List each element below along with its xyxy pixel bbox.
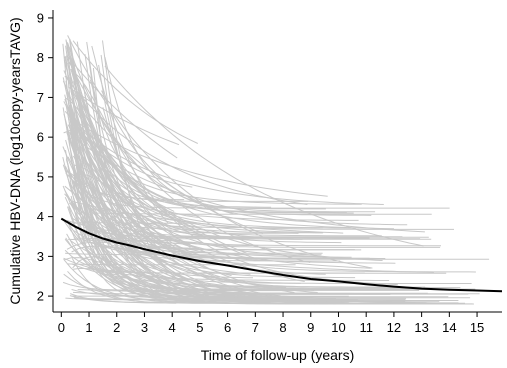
individual-trajectory-line <box>70 293 382 304</box>
individual-trajectory-line <box>69 202 298 259</box>
individual-trajectory-line <box>72 132 420 291</box>
y-tick-label: 2 <box>37 289 44 304</box>
x-tick-label: 2 <box>113 320 120 335</box>
y-tick-label: 3 <box>37 249 44 264</box>
individual-trajectory-line <box>67 42 408 226</box>
individual-trajectory-line <box>67 124 318 293</box>
individual-trajectory-line <box>87 267 365 274</box>
individual-trajectory-line <box>71 164 322 258</box>
x-tick-label: 10 <box>331 320 345 335</box>
individual-trajectory-line <box>67 58 311 263</box>
x-tick-label: 13 <box>414 320 428 335</box>
y-tick-label: 9 <box>37 10 44 25</box>
individual-trajectory-line <box>63 113 182 266</box>
individual-trajectory-line <box>72 73 469 295</box>
individual-trajectory-line <box>71 123 391 295</box>
x-tick-label: 7 <box>252 320 259 335</box>
x-tick-label: 3 <box>141 320 148 335</box>
individual-trajectory-line <box>71 127 232 277</box>
x-axis-title: Time of follow-up (years) <box>201 347 355 363</box>
individual-trajectory-line <box>71 118 328 197</box>
individual-trajectory-line <box>69 39 320 303</box>
individual-trajectory-line <box>71 217 294 239</box>
mean-trajectory-line <box>60 217 503 293</box>
individual-trajectory-line <box>66 128 324 229</box>
individual-trajectory-line <box>62 156 472 284</box>
individual-trajectory-line <box>69 47 354 214</box>
individual-trajectory-line <box>72 119 309 202</box>
individual-trajectory-line <box>67 86 180 146</box>
individual-trajectory-line <box>69 56 272 208</box>
individual-trajectories <box>62 35 490 305</box>
individual-trajectory-line <box>66 233 206 302</box>
individual-trajectory-line <box>76 41 459 301</box>
individual-trajectory-line <box>94 242 434 273</box>
y-tick-label: 4 <box>37 209 44 224</box>
individual-trajectory-line <box>75 97 264 235</box>
x-tick-label: 15 <box>470 320 484 335</box>
y-tick-label: 8 <box>37 50 44 65</box>
x-tick-label: 12 <box>387 320 401 335</box>
individual-trajectory-line <box>79 164 191 283</box>
individual-trajectory-line <box>65 170 185 201</box>
individual-trajectory-line <box>67 156 228 283</box>
individual-trajectory-line <box>68 238 172 242</box>
x-tick-label: 5 <box>196 320 203 335</box>
individual-trajectory-line <box>62 164 362 251</box>
x-tick-label: 11 <box>359 320 373 335</box>
individual-trajectory-line <box>65 297 274 301</box>
individual-trajectory-line <box>67 136 193 188</box>
individual-trajectory-line <box>65 172 371 269</box>
individual-trajectory-line <box>72 201 344 234</box>
y-tick-label: 7 <box>37 90 44 105</box>
x-tick-label: 8 <box>279 320 286 335</box>
x-tick-label: 4 <box>169 320 176 335</box>
x-tick-label: 6 <box>224 320 231 335</box>
individual-trajectory-line <box>86 41 441 248</box>
individual-trajectory-line <box>65 45 177 247</box>
individual-trajectory-line <box>73 180 407 300</box>
x-tick-label: 0 <box>58 320 65 335</box>
individual-trajectory-line <box>86 115 454 230</box>
individual-trajectory-line <box>72 256 406 302</box>
individual-trajectory-line <box>66 54 178 159</box>
individual-trajectory-line <box>66 132 441 247</box>
x-axis-ticks: 0 1 2 3 4 5 6 7 8 9 10 11 12 13 14 15 <box>58 312 484 335</box>
individual-trajectory-line <box>64 185 176 251</box>
individual-trajectory-line <box>92 212 432 215</box>
individual-trajectory-line <box>64 56 370 239</box>
x-tick-label: 1 <box>85 320 92 335</box>
individual-trajectory-line <box>67 111 395 230</box>
y-tick-label: 5 <box>37 169 44 184</box>
y-axis-title: Cumulative HBV-DNA (log10copy-yearsTAVG) <box>7 17 23 304</box>
x-tick-label: 9 <box>307 320 314 335</box>
individual-trajectory-line <box>72 40 199 144</box>
individual-trajectory-line <box>65 139 343 291</box>
individual-trajectory-line <box>66 109 463 305</box>
y-tick-label: 6 <box>37 130 44 145</box>
y-axis-ticks: 2 3 4 5 6 7 8 9 <box>37 10 53 304</box>
x-tick-label: 14 <box>442 320 456 335</box>
individual-trajectory-line <box>68 170 450 209</box>
individual-trajectory-line <box>67 174 186 253</box>
